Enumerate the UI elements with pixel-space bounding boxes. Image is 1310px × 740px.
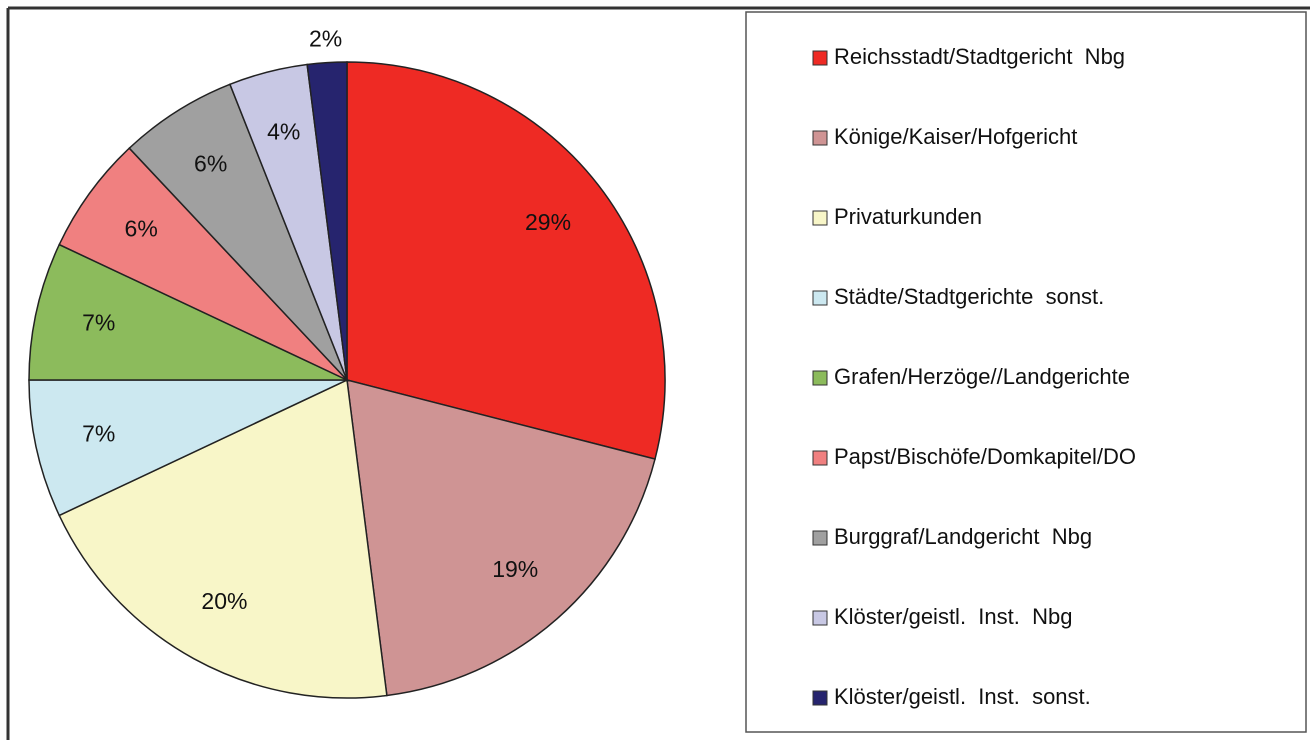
legend-label: Könige/Kaiser/Hofgericht xyxy=(834,124,1077,149)
pie-slice xyxy=(58,378,388,699)
legend-swatch xyxy=(812,50,828,66)
data-label: 4% xyxy=(267,119,300,145)
legend-label: Reichsstadt/Stadtgericht Nbg xyxy=(834,44,1125,69)
legend-label: Grafen/Herzöge//Landgerichte xyxy=(834,364,1130,389)
data-label: 6% xyxy=(125,216,158,242)
legend-swatch xyxy=(812,370,828,386)
data-label: 7% xyxy=(82,310,115,336)
legend-swatch xyxy=(812,210,828,226)
legend-box xyxy=(745,11,1307,733)
pie-slice xyxy=(128,83,348,381)
pie-slice xyxy=(28,243,348,381)
legend-swatch xyxy=(812,450,828,466)
data-label: 6% xyxy=(194,150,227,176)
legend-swatch xyxy=(812,290,828,306)
legend-swatch xyxy=(812,530,828,546)
data-label: 29% xyxy=(525,209,571,235)
data-label: 19% xyxy=(492,556,538,582)
pie-slice xyxy=(306,61,348,381)
legend-label: Papst/Bischöfe/Domkapitel/DO xyxy=(834,444,1136,469)
legend-label: Privaturkunden xyxy=(834,204,982,229)
data-label: 7% xyxy=(82,421,115,447)
data-label: 20% xyxy=(201,588,247,614)
legend-label: Burggraf/Landgericht Nbg xyxy=(834,524,1092,549)
pie-slice xyxy=(58,147,348,381)
legend-swatch xyxy=(812,690,828,706)
legend-swatch xyxy=(812,610,828,626)
legend-swatch xyxy=(812,130,828,146)
data-label: 2% xyxy=(309,25,342,51)
pie-slice xyxy=(346,61,666,460)
pie-slice xyxy=(28,379,348,517)
legend-label: Klöster/geistl. Inst. sonst. xyxy=(834,684,1091,709)
legend-label: Klöster/geistl. Inst. Nbg xyxy=(834,604,1072,629)
legend-label: Städte/Stadtgerichte sonst. xyxy=(834,284,1104,309)
pie-slice xyxy=(346,378,656,697)
